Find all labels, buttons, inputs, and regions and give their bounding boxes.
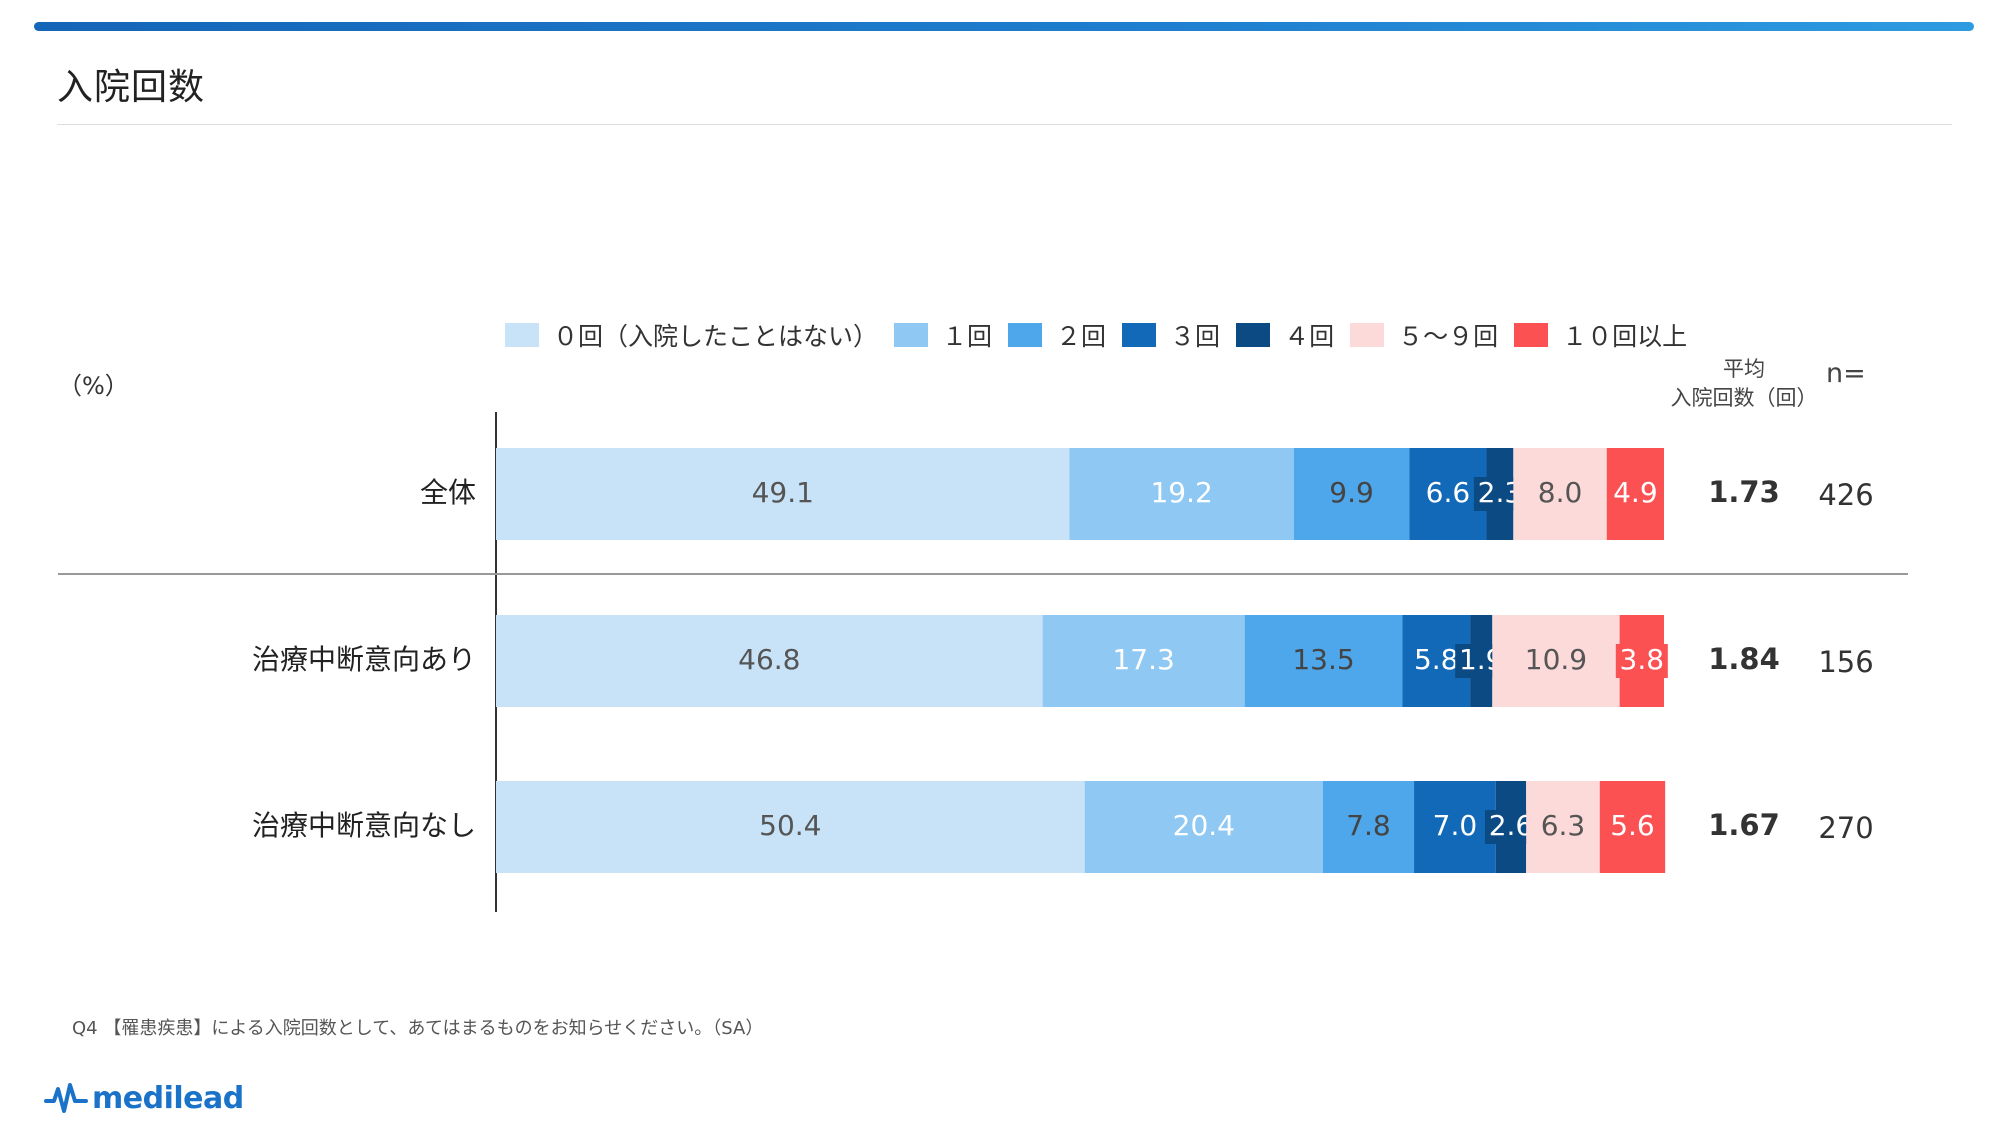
average-header-line2: 入院回数（回） — [1670, 386, 1818, 410]
bar-segment-r2-s3 — [1414, 781, 1496, 873]
data-label-r2-s3: 7.0 — [1433, 809, 1478, 842]
sample-size-value-2: 270 — [1818, 811, 1873, 845]
data-label-r0-s1: 19.2 — [1150, 476, 1212, 509]
legend-label-4: ４回 — [1284, 322, 1335, 351]
data-label-r1-s3: 5.8 — [1414, 643, 1459, 676]
chart-legend: ０回（入院したことはない） １回 ２回 ３回 ４回 ５～９回 １０回以上 — [505, 318, 1703, 352]
sample-size-header: n= — [1826, 358, 1866, 389]
bar-segment-r0-s1 — [1069, 448, 1294, 540]
legend-swatch-3 — [1122, 323, 1157, 347]
legend-label-5: ５～９回 — [1398, 322, 1499, 351]
data-label-r1-s0: 46.8 — [738, 643, 800, 676]
legend-swatch-4 — [1236, 323, 1271, 347]
average-value-1: 1.84 — [1708, 642, 1780, 676]
bar-segment-r2-s1 — [1084, 781, 1323, 873]
data-label-r1-s5: 10.9 — [1525, 643, 1587, 676]
legend-swatch-6 — [1514, 323, 1549, 347]
page-title: 入院回数 — [57, 67, 206, 108]
logo-text: medilead — [92, 1080, 244, 1116]
sample-size-value-0: 426 — [1818, 478, 1873, 512]
legend-item-6: １０回以上 — [1514, 317, 1687, 353]
unit-label: （%） — [58, 372, 129, 400]
sample-size-value-1: 156 — [1818, 645, 1873, 679]
legend-label-3: ３回 — [1170, 322, 1221, 351]
legend-item-2: ２回 — [1008, 317, 1106, 353]
average-column-header: 平均 入院回数（回） — [1664, 355, 1824, 413]
data-label-bg-r1-s6 — [1615, 644, 1668, 678]
category-label-0: 全体 — [420, 476, 476, 509]
bar-segment-r2-s0 — [496, 781, 1085, 873]
pulse-line-icon — [44, 1083, 88, 1113]
data-label-r1-s6: 3.8 — [1620, 643, 1665, 676]
data-label-r0-s6: 4.9 — [1613, 476, 1658, 509]
data-label-r1-s2: 13.5 — [1292, 643, 1354, 676]
data-label-r2-s5: 6.3 — [1541, 809, 1586, 842]
data-label-r2-s6: 5.6 — [1610, 809, 1655, 842]
data-label-r2-s1: 20.4 — [1173, 809, 1235, 842]
legend-label-2: ２回 — [1056, 322, 1107, 351]
bar-segment-r1-s0 — [496, 615, 1043, 707]
category-label-2: 治療中断意向なし — [252, 809, 476, 842]
data-label-r1-s1: 17.3 — [1112, 643, 1174, 676]
data-label-r0-s0: 49.1 — [752, 476, 814, 509]
bar-segment-r1-s5 — [1492, 615, 1620, 707]
data-label-r0-s2: 9.9 — [1329, 476, 1374, 509]
average-header-line1: 平均 — [1723, 357, 1765, 381]
bar-segment-r2-s2 — [1322, 781, 1415, 873]
bar-segment-r2-s6 — [1599, 781, 1666, 873]
average-value-0: 1.73 — [1708, 475, 1780, 509]
data-label-r2-s2: 7.8 — [1346, 809, 1391, 842]
bar-segment-r2-s5 — [1526, 781, 1600, 873]
legend-item-1: １回 — [894, 317, 992, 353]
question-footnote: Q4 【罹患疾患】による入院回数として、あてはまるものをお知らせください。（SA… — [72, 1018, 764, 1039]
legend-item-0: ０回（入院したことはない） — [505, 317, 878, 353]
legend-swatch-1 — [894, 323, 929, 347]
bar-segment-r1-s2 — [1244, 615, 1403, 707]
legend-label-1: １回 — [942, 322, 993, 351]
data-label-r0-s3: 6.6 — [1426, 476, 1471, 509]
data-label-r2-s0: 50.4 — [759, 809, 821, 842]
brand-logo: medilead — [44, 1078, 244, 1118]
legend-item-4: ４回 — [1236, 317, 1334, 353]
title-divider — [57, 124, 1952, 125]
legend-swatch-2 — [1008, 323, 1043, 347]
bar-segment-r0-s6 — [1606, 448, 1664, 540]
bar-segment-r0-s5 — [1513, 448, 1607, 540]
bar-segment-r0-s0 — [496, 448, 1070, 540]
data-label-r2-s4: 2.6 — [1489, 809, 1534, 842]
average-value-2: 1.67 — [1708, 808, 1780, 842]
legend-swatch-5 — [1350, 323, 1385, 347]
bar-segment-r0-s3 — [1409, 448, 1487, 540]
legend-item-3: ３回 — [1122, 317, 1220, 353]
bar-segment-r1-s1 — [1042, 615, 1245, 707]
data-label-r0-s5: 8.0 — [1538, 476, 1583, 509]
legend-label-0: ０回（入院したことはない） — [553, 322, 879, 351]
legend-label-6: １０回以上 — [1562, 322, 1688, 351]
bar-segment-r0-s2 — [1293, 448, 1410, 540]
legend-swatch-0 — [505, 323, 539, 347]
header-accent-bar — [34, 22, 1974, 31]
legend-item-5: ５～９回 — [1350, 317, 1498, 353]
category-label-1: 治療中断意向あり — [252, 643, 476, 676]
